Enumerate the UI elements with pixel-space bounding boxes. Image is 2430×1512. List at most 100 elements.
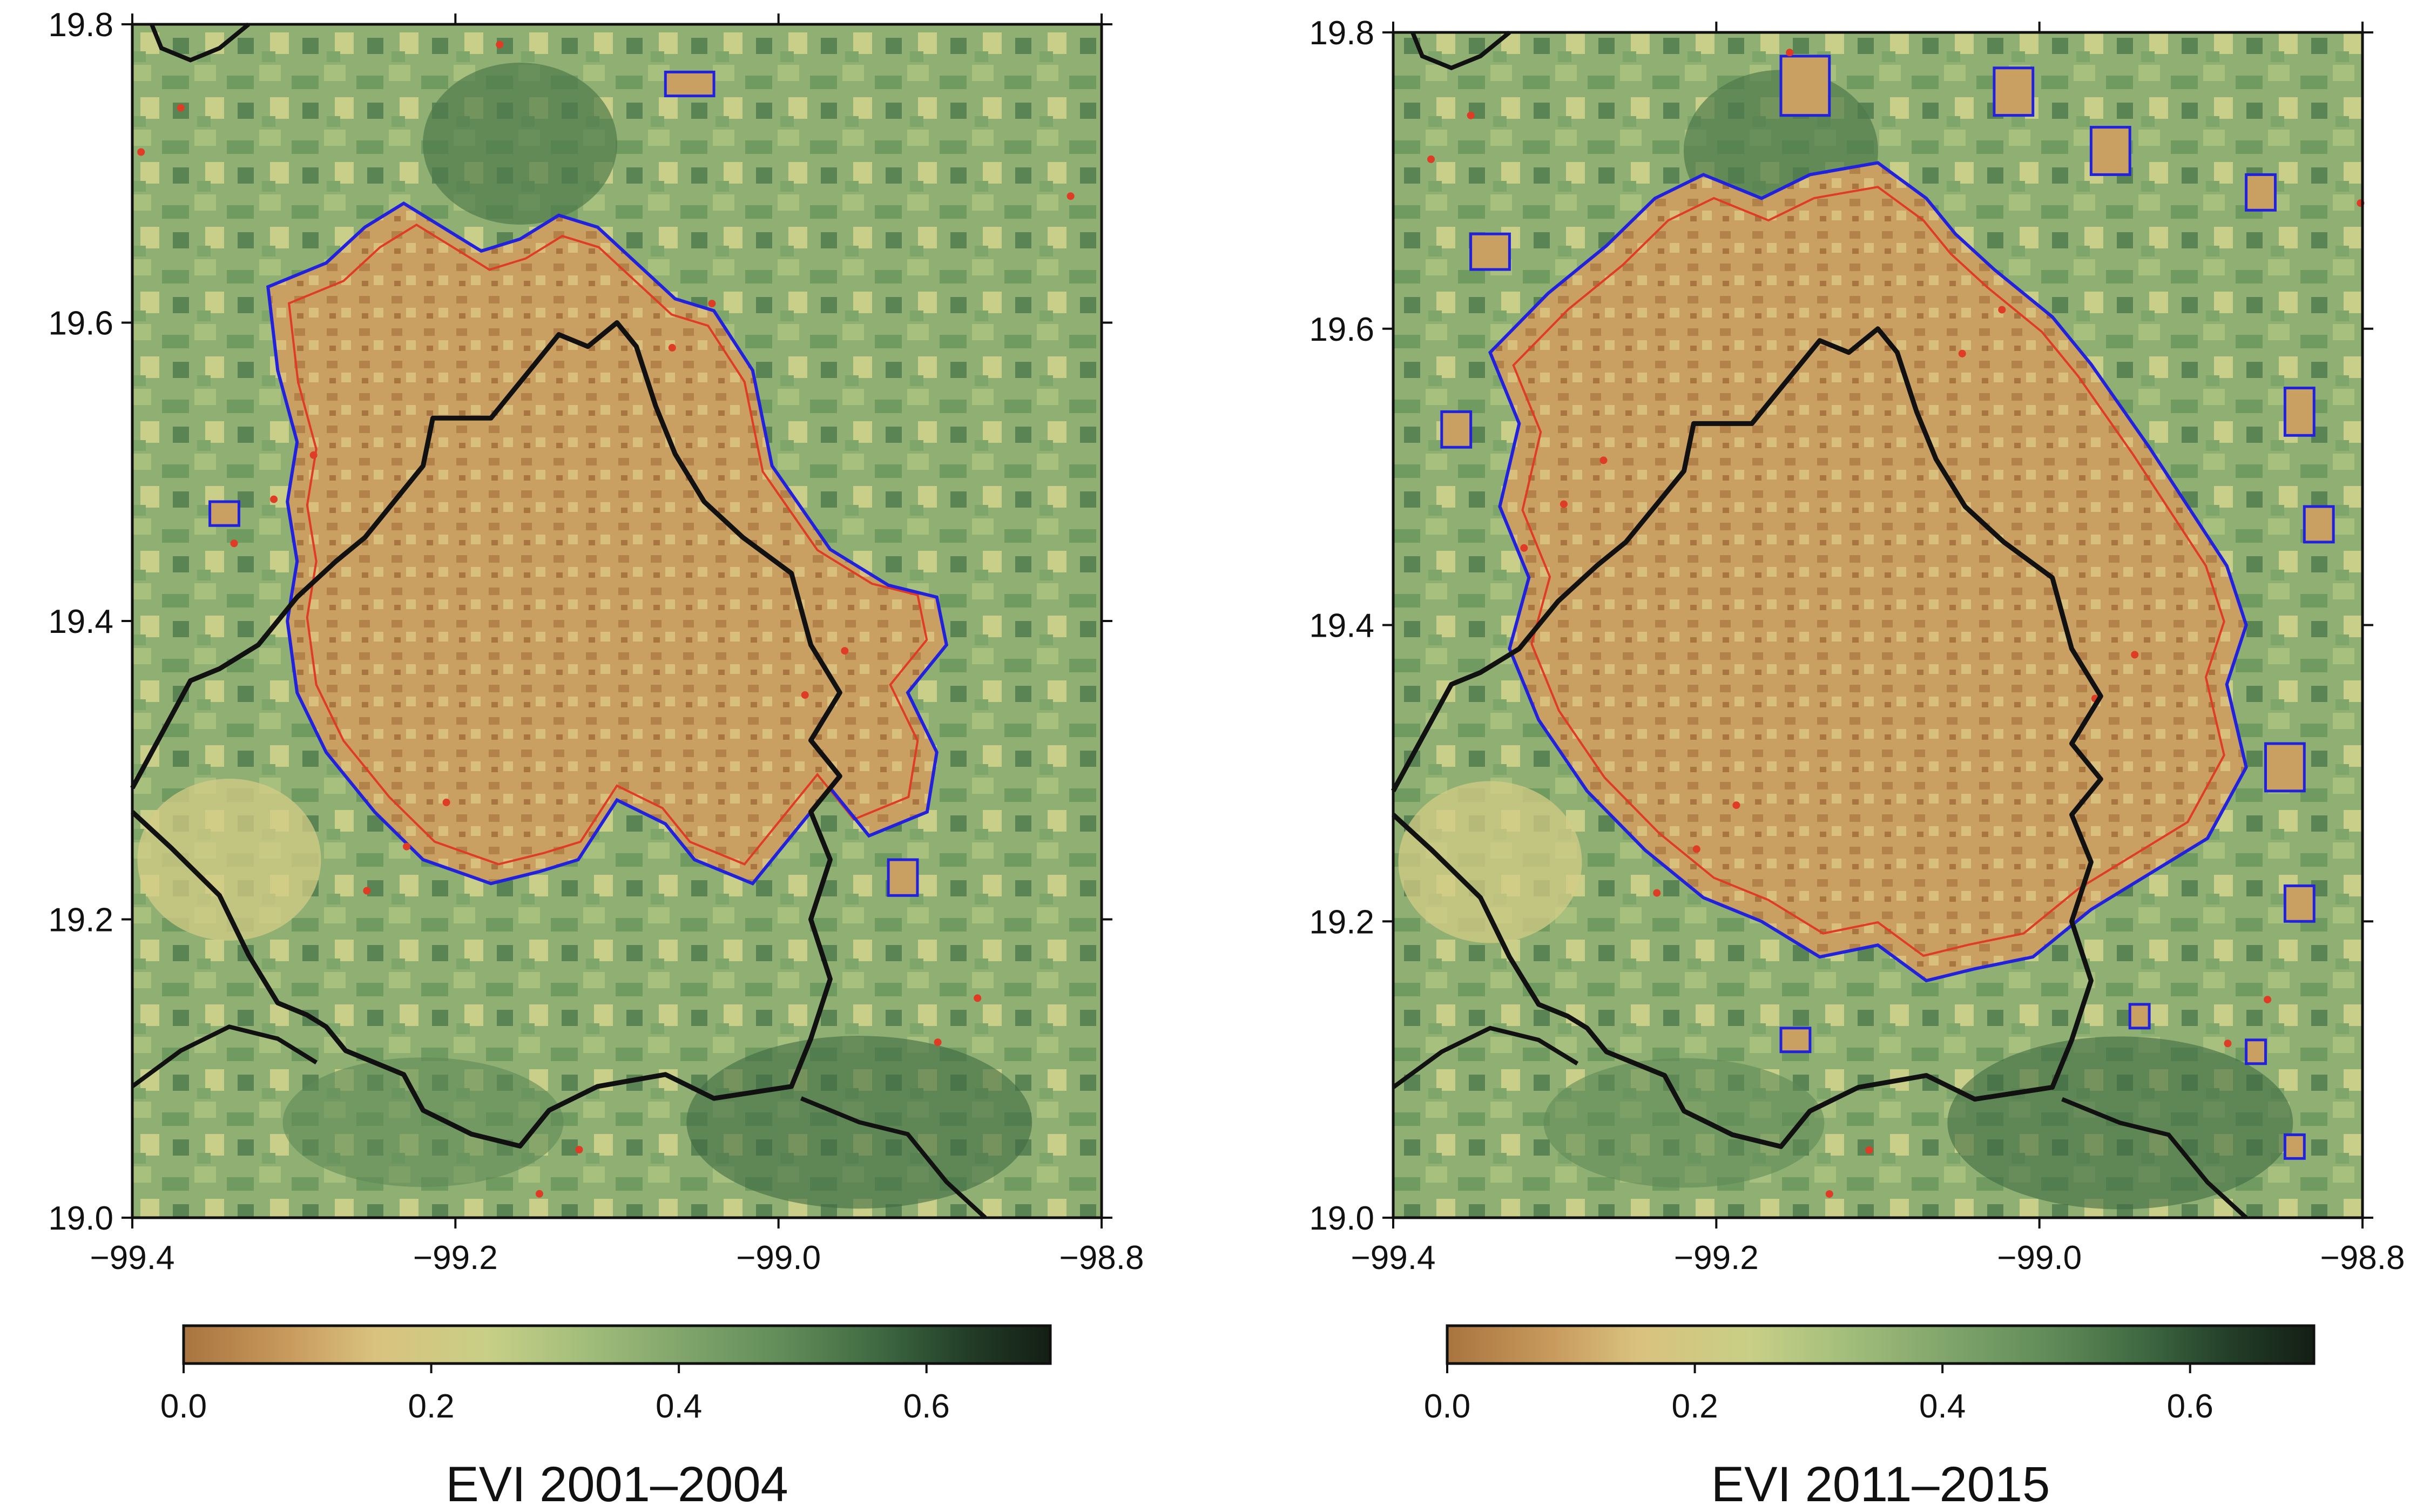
low-evi-spot xyxy=(974,994,982,1002)
colorbar-gradient xyxy=(182,1324,1052,1365)
low-evi-spot xyxy=(1732,801,1740,809)
evi-contour-line xyxy=(1512,186,2225,957)
colorbar-tick-label: 0.2 xyxy=(408,1388,454,1425)
low-evi-spot xyxy=(934,1038,942,1047)
y-tick-label: 19.0 xyxy=(48,1200,113,1237)
y-tick-label: 19.8 xyxy=(48,6,113,44)
y-tick-label: 19.6 xyxy=(1309,311,1374,348)
x-tick-label: −98.8 xyxy=(1059,1239,1144,1277)
urban-area-fill xyxy=(1490,163,2246,981)
dense-vegetation-zone xyxy=(282,1057,564,1187)
urban-patch-outline xyxy=(2128,1003,2151,1030)
urban-patch-outline xyxy=(2283,387,2316,437)
y-tick-label: 19.4 xyxy=(1309,608,1374,645)
dense-vegetation-zone xyxy=(1543,1058,1825,1188)
low-evi-spot xyxy=(575,1146,583,1153)
low-evi-spot xyxy=(1958,349,1966,357)
x-tick-label: −99.0 xyxy=(736,1239,821,1277)
low-evi-spot xyxy=(1599,456,1608,464)
state-boundary-line xyxy=(1410,30,1511,71)
dense-vegetation-zone xyxy=(423,63,617,225)
x-tick-label: −99.4 xyxy=(90,1239,175,1277)
colorbar-tick-label: 0.6 xyxy=(903,1388,950,1425)
cdmx-boundary-line xyxy=(130,320,842,1149)
low-evi-spot xyxy=(1560,500,1568,508)
x-tick-label: −98.8 xyxy=(2320,1239,2405,1277)
urban-patch-outline xyxy=(2089,126,2131,176)
state-boundary-line xyxy=(800,1096,987,1219)
colorbar: 0.0 0.2 0.4 0.6 EVI 2011–2015 xyxy=(1424,1324,2316,1512)
low-evi-spot xyxy=(230,539,238,548)
low-evi-spot xyxy=(668,343,676,352)
urban-patch-outline xyxy=(2264,742,2306,793)
low-evi-spot xyxy=(2264,996,2272,1004)
low-evi-spot xyxy=(363,887,371,895)
y-tick-label: 19.4 xyxy=(48,603,113,640)
urban-patch-outline xyxy=(887,858,919,897)
urban-area-fill xyxy=(268,203,947,884)
colorbar-tick-label: 0.4 xyxy=(656,1388,702,1425)
low-evi-spot xyxy=(708,300,716,308)
map-panel-1: −99.4 −99.2 −99.0 −98.8 19.0 19.2 19.4 19.6 19.8… xyxy=(48,6,1144,1512)
urban-patch-outline xyxy=(1440,410,1473,449)
urban-patch-outline xyxy=(2283,884,2316,923)
low-evi-spot xyxy=(309,451,318,459)
urban-patch-outline xyxy=(2303,505,2335,544)
low-evi-spot xyxy=(1825,1190,1833,1198)
low-evi-spot xyxy=(1066,192,1075,200)
urban-patch-outline xyxy=(2245,1038,2267,1065)
low-evi-spot xyxy=(270,495,278,503)
y-tick-label: 19.2 xyxy=(1309,903,1374,941)
x-tick-label: −99.0 xyxy=(1997,1239,2082,1277)
low-evi-spot xyxy=(1692,845,1700,853)
sparse-vegetation-zone xyxy=(137,779,321,941)
urban-patch-outline xyxy=(2283,1133,2306,1160)
colorbar-tick-label: 0.6 xyxy=(2167,1388,2213,1425)
colorbar-gradient xyxy=(1446,1324,2316,1365)
colorbar: 0.0 0.2 0.4 0.6 EVI 2001–2004 xyxy=(160,1324,1052,1512)
urban-patch-outline xyxy=(1469,232,1511,271)
colorbar-title: EVI 2011–2015 xyxy=(1711,1457,2050,1512)
low-evi-spot xyxy=(801,691,809,699)
urban-patch-outline xyxy=(1779,1027,1812,1054)
evi-contour-line xyxy=(287,223,928,866)
y-tick-label: 19.0 xyxy=(1309,1200,1374,1237)
map-panel-2: −99.4 −99.2 −99.0 −98.8 19.0 19.2 19.4 19.6 19.8… xyxy=(1309,15,2405,1512)
low-evi-spot xyxy=(1427,155,1435,163)
urban-patch-outline xyxy=(1779,55,1831,117)
y-tick-label: 19.8 xyxy=(1309,15,1374,52)
low-evi-spot xyxy=(841,647,849,655)
y-tick-label: 19.6 xyxy=(48,305,113,342)
x-tick-label: −99.4 xyxy=(1351,1239,1436,1277)
low-evi-spot xyxy=(1998,306,2006,314)
low-evi-spot xyxy=(2131,651,2139,659)
low-evi-spot xyxy=(1467,111,1475,119)
colorbar-tick-label: 0.0 xyxy=(160,1388,207,1425)
state-boundary-line xyxy=(150,22,250,63)
low-evi-spot xyxy=(177,104,185,112)
colorbar-tick-label: 0.4 xyxy=(1919,1388,1966,1425)
low-evi-spot xyxy=(1786,49,1794,57)
state-boundary-line xyxy=(2061,1097,2248,1219)
low-evi-spot xyxy=(496,40,504,49)
state-boundary-line xyxy=(1392,1025,1579,1089)
low-evi-spot xyxy=(1520,544,1528,552)
low-evi-spot xyxy=(403,842,410,850)
low-evi-spot xyxy=(2224,1040,2232,1048)
urban-patch-outline xyxy=(664,70,716,98)
low-evi-spot xyxy=(137,148,145,156)
low-evi-spot xyxy=(442,798,450,806)
low-evi-spot xyxy=(1653,889,1661,897)
cdmx-boundary-line xyxy=(1391,326,2103,1149)
urban-patch-outline xyxy=(2245,173,2277,212)
colorbar-title: EVI 2001–2004 xyxy=(446,1457,788,1512)
x-tick-label: −99.2 xyxy=(1674,1239,1759,1277)
low-evi-spot xyxy=(535,1190,543,1198)
urban-boundary-outline xyxy=(1488,161,2248,983)
y-tick-label: 19.2 xyxy=(48,902,113,939)
urban-patch-outline xyxy=(1993,66,2035,117)
state-boundary-line xyxy=(131,1024,318,1089)
sparse-vegetation-zone xyxy=(1398,781,1582,943)
colorbar-tick-label: 0.0 xyxy=(1424,1388,1470,1425)
